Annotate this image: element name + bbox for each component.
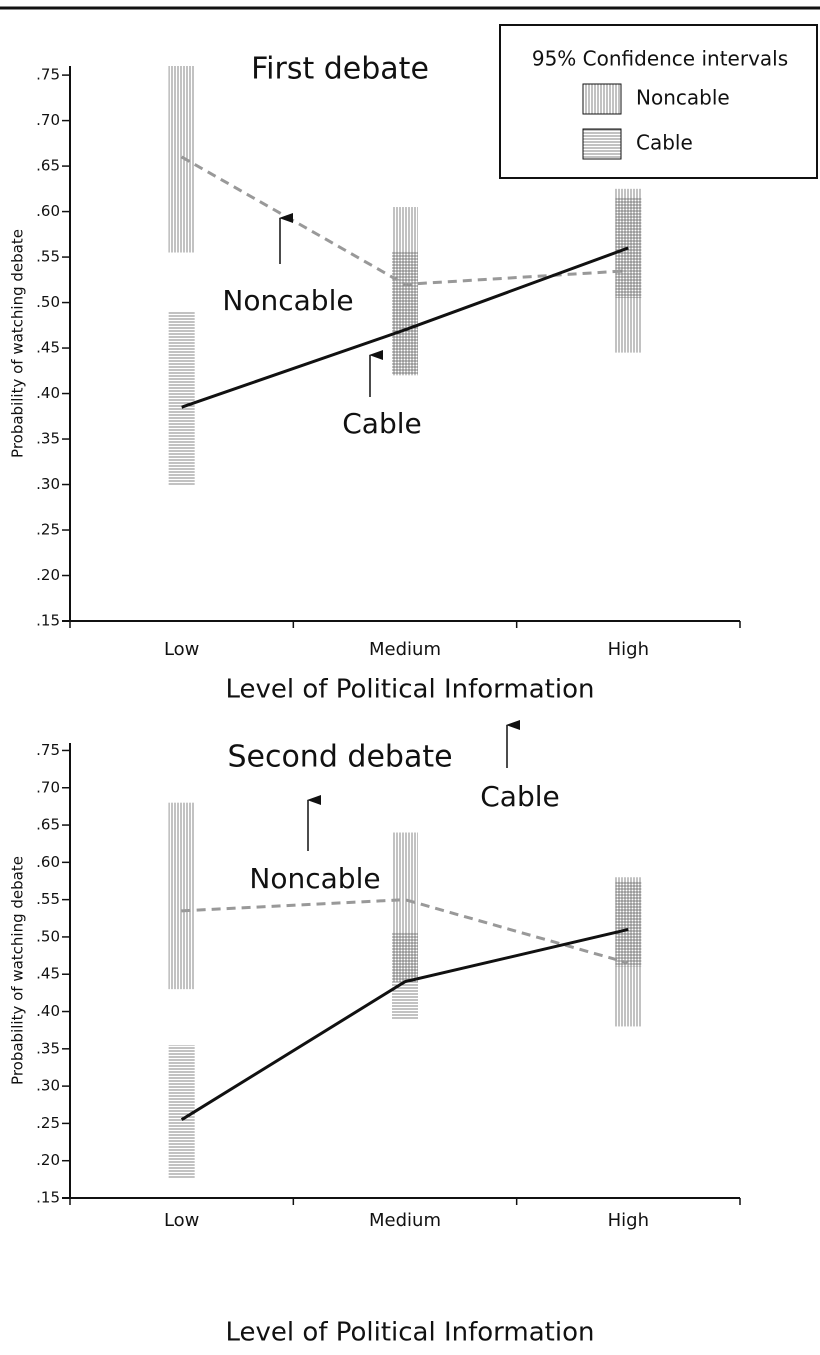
y-tick-label: .65 [36, 816, 60, 834]
x-tick-label: High [608, 1210, 649, 1231]
y-tick-label: .20 [36, 566, 60, 584]
annotation: Noncable [222, 284, 353, 317]
y-tick-label: .50 [36, 293, 60, 311]
annotation: Cable [480, 780, 560, 813]
y-tick-label: .25 [36, 1114, 60, 1132]
y-tick-label: .65 [36, 157, 60, 175]
y-tick-label: .60 [36, 853, 60, 871]
y-axis-label: Probability of watching debate [9, 229, 27, 458]
y-tick-label: .30 [36, 475, 60, 493]
x-axis-label: Level of Political Information [226, 675, 595, 705]
confidence-interval [392, 933, 418, 1019]
x-tick-label: Medium [369, 639, 441, 660]
series-line [181, 246, 629, 409]
y-tick-label: .15 [36, 1189, 60, 1207]
legend-box [499, 24, 818, 179]
annotation: Noncable [249, 862, 380, 895]
y-tick-label: .35 [36, 430, 60, 448]
y-axis-label: Probability of watching debate [9, 856, 27, 1085]
x-tick-label: Low [164, 1210, 199, 1231]
series-line [181, 898, 629, 965]
legend-title: 95% Confidence intervals [532, 47, 788, 71]
chart-panel: First debate .15 .20 .25 .30 .35 .40 .45 .50 .55.… [9, 24, 818, 705]
y-tick-label: .70 [36, 778, 60, 796]
y-tick-label: .50 [36, 927, 60, 945]
confidence-interval [168, 311, 195, 485]
chart-title: First debate [251, 52, 429, 87]
y-tick-label: .55 [36, 890, 60, 908]
y-tick-label: .55 [36, 248, 60, 266]
x-tick-label: Low [164, 639, 199, 660]
confidence-interval [168, 66, 195, 253]
legend-label: Cable [636, 131, 693, 155]
y-tick-label: .40 [36, 1002, 60, 1020]
x-axis-label: Level of Political Information [226, 1318, 595, 1348]
chart-panel: Second debate .15 .20 .25 .30 .35 .40 .45 .50 .55… [9, 720, 741, 1348]
confidence-interval [168, 802, 195, 990]
chart-title: Second debate [227, 740, 452, 775]
x-tick-label: Medium [369, 1210, 441, 1231]
y-tick-label: .20 [36, 1151, 60, 1169]
y-tick-label: .45 [36, 339, 60, 357]
legend: 95% Confidence intervals Noncable Cable [499, 24, 818, 179]
confidence-interval [615, 197, 642, 299]
series-line [180, 928, 629, 1121]
y-tick-label: .25 [36, 521, 60, 539]
legend-swatch [582, 128, 622, 160]
y-tick-label: .40 [36, 384, 60, 402]
legend-label: Noncable [636, 86, 730, 110]
confidence-interval [615, 880, 642, 967]
annotation: Cable [342, 407, 422, 440]
y-tick-label: .70 [36, 111, 60, 129]
y-tick-label: .60 [36, 202, 60, 220]
legend-swatch [582, 83, 622, 115]
confidence-interval [168, 1045, 195, 1180]
y-tick-label: .30 [36, 1077, 60, 1095]
y-tick-label: .15 [36, 612, 60, 630]
y-tick-label: .75 [36, 66, 60, 84]
x-tick-label: High [608, 639, 649, 660]
y-tick-label: .45 [36, 965, 60, 983]
confidence-interval [392, 252, 418, 376]
y-tick-label: .35 [36, 1039, 60, 1057]
y-tick-label: .75 [36, 741, 60, 759]
